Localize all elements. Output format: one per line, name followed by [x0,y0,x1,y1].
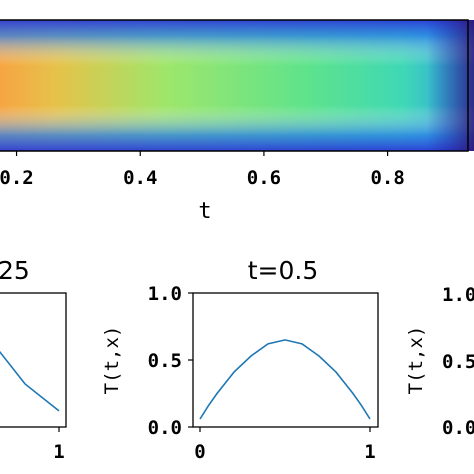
heatmap-xtick-label: 0.2 [0,167,34,189]
subplot-middle-title: t=0.5 [248,256,319,285]
heatmap-frame [0,19,469,152]
subplot-left-line [0,350,60,412]
subplot-middle-xtick-label: 0 [194,441,205,463]
subplot-right: T(t,x) 1.0 0.5 0.0 [405,284,474,439]
heatmap-xtick-label: 0.4 [123,167,157,189]
heatmap-xtick-label: 0.8 [370,167,404,189]
subplot-left-title: 25 [0,256,30,285]
subplot-middle-line [199,339,371,420]
subplot-middle-ytick-label: 0.0 [148,417,182,439]
subplot-right-ytick-1: 1.0 [442,284,474,306]
heatmap-xtick-label: 0.6 [247,167,281,189]
heatmap-panel: 0.2 0.4 0.6 0.8 t [0,19,474,224]
subplot-right-ylabel: T(t,x) [405,326,427,395]
subplot-left-xtick-label: 1 [53,441,64,463]
subplot-left-frame [0,292,67,428]
heatmap-x-ticks: 0.2 0.4 0.6 0.8 [0,151,405,189]
subplot-middle-xtick-label: 1 [364,441,375,463]
subplot-middle-y-ticks: 0.0 0.5 1.0 [148,283,193,439]
subplot-middle-ytick-label: 1.0 [148,283,182,305]
subplot-middle-ytick-label: 0.5 [148,350,182,372]
subplot-left: 25 1 [0,256,67,463]
subplot-middle-ylabel: T(t,x) [101,326,123,395]
subplot-right-ytick-0: 0.0 [442,417,474,439]
heatmap-xlabel: t [198,199,211,224]
subplot-right-ytick-05: 0.5 [442,351,474,373]
heatmap-end-shading [0,20,474,151]
subplot-middle-frame [192,292,379,428]
